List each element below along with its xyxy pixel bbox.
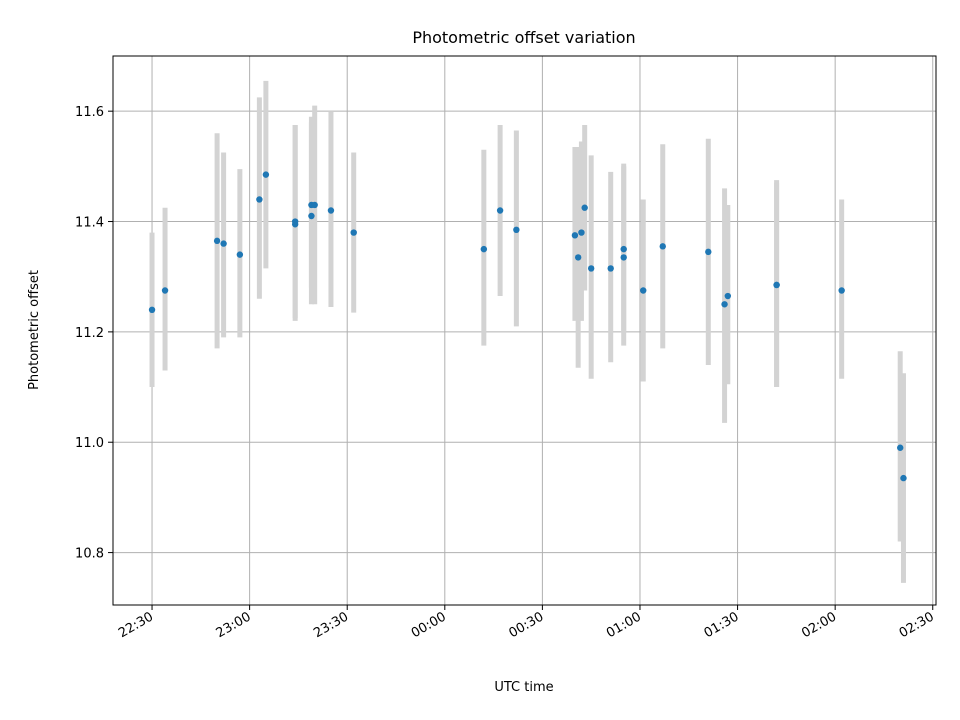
data-point: [213, 237, 221, 245]
grid: [113, 56, 936, 605]
data-point: [513, 226, 520, 234]
data-point: [900, 474, 907, 482]
data-point: [236, 251, 244, 258]
data-point: [721, 301, 728, 308]
data-point: [574, 254, 582, 261]
y-tick-label: 11.0: [75, 436, 104, 451]
data-point: [620, 245, 627, 253]
data-point: [350, 229, 357, 236]
data-point: [256, 196, 263, 203]
y-tick-label: 11.6: [75, 105, 104, 120]
data-point: [578, 229, 585, 236]
data-point: [220, 240, 227, 247]
y-tick-label: 11.4: [75, 216, 104, 231]
y-axis-label: Photometric offset: [27, 270, 42, 390]
data-point: [311, 201, 318, 209]
data-point: [607, 265, 614, 272]
data-point: [148, 306, 156, 314]
plot-frame: [112, 55, 937, 606]
data-point: [724, 292, 732, 300]
chart-title: Photometric offset variation: [412, 28, 635, 47]
data-point: [571, 232, 579, 239]
y-axis-ticks: 10.8 11.0 11.2 11.4 11.6: [75, 105, 113, 562]
data-point: [308, 212, 315, 220]
data-point: [705, 248, 712, 256]
data-point: [640, 287, 647, 294]
data-point: [480, 245, 488, 253]
data-point: [291, 218, 299, 225]
data-point: [620, 254, 627, 261]
data-point: [496, 207, 504, 214]
data-point: [897, 444, 904, 451]
data-point: [327, 207, 335, 214]
data-point: [773, 281, 780, 289]
data-point: [659, 243, 666, 250]
data-point: [838, 287, 845, 294]
data-point: [262, 171, 270, 178]
x-axis-label: UTC time: [494, 680, 553, 695]
data-point: [161, 287, 169, 294]
y-tick-label: 11.2: [75, 326, 104, 341]
y-tick-label: 10.8: [75, 547, 104, 562]
data-point: [581, 204, 588, 211]
data-point: [587, 265, 595, 272]
data-points: [148, 171, 907, 482]
